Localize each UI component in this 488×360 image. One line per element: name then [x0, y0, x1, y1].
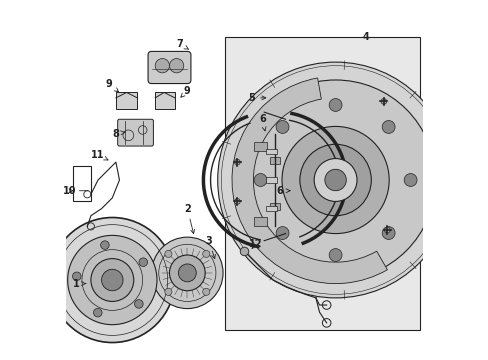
- Circle shape: [254, 174, 266, 186]
- Circle shape: [134, 300, 143, 308]
- Circle shape: [234, 159, 240, 165]
- Circle shape: [50, 217, 175, 342]
- Text: 9: 9: [105, 78, 118, 92]
- Circle shape: [102, 269, 123, 291]
- Text: 8: 8: [112, 129, 125, 139]
- Bar: [254, 141, 266, 150]
- Circle shape: [203, 288, 209, 296]
- Text: 6: 6: [259, 114, 265, 131]
- Text: 2: 2: [183, 203, 194, 234]
- Text: 7: 7: [177, 39, 188, 49]
- Circle shape: [240, 247, 248, 256]
- Wedge shape: [231, 78, 386, 284]
- FancyBboxPatch shape: [118, 119, 153, 146]
- Circle shape: [382, 121, 394, 134]
- Text: 5: 5: [248, 93, 265, 103]
- Bar: [254, 217, 266, 226]
- Circle shape: [139, 258, 147, 266]
- Bar: [265, 177, 276, 183]
- Circle shape: [164, 288, 172, 296]
- Text: 12: 12: [248, 239, 262, 249]
- Bar: [269, 203, 280, 210]
- Circle shape: [380, 99, 386, 104]
- Text: 4: 4: [362, 32, 368, 42]
- Text: 10: 10: [62, 186, 76, 196]
- Circle shape: [328, 249, 341, 261]
- FancyBboxPatch shape: [148, 51, 190, 84]
- Bar: [73, 166, 91, 202]
- Circle shape: [178, 264, 196, 282]
- Bar: [155, 93, 175, 109]
- Circle shape: [276, 121, 288, 134]
- Bar: [265, 206, 276, 211]
- Circle shape: [72, 272, 81, 280]
- Circle shape: [382, 226, 394, 239]
- Circle shape: [151, 237, 223, 309]
- Text: 9: 9: [181, 86, 190, 97]
- Circle shape: [164, 250, 172, 257]
- Circle shape: [282, 126, 388, 234]
- Circle shape: [299, 144, 370, 216]
- Text: 1: 1: [73, 279, 85, 289]
- Bar: [116, 93, 137, 109]
- Circle shape: [217, 62, 452, 298]
- Circle shape: [313, 158, 356, 202]
- Circle shape: [276, 226, 288, 239]
- Text: 3: 3: [205, 236, 215, 258]
- Circle shape: [203, 250, 209, 257]
- Circle shape: [328, 99, 341, 111]
- Circle shape: [384, 227, 389, 233]
- FancyBboxPatch shape: [224, 37, 419, 330]
- Circle shape: [101, 241, 109, 249]
- Circle shape: [324, 169, 346, 191]
- Text: 11: 11: [91, 150, 108, 160]
- Circle shape: [234, 199, 240, 204]
- Circle shape: [67, 235, 157, 325]
- Circle shape: [235, 80, 435, 280]
- Circle shape: [169, 59, 183, 73]
- Circle shape: [155, 59, 169, 73]
- Bar: [269, 157, 280, 164]
- Circle shape: [93, 309, 102, 317]
- Text: 6: 6: [276, 186, 289, 196]
- Circle shape: [169, 255, 205, 291]
- Bar: [265, 149, 276, 154]
- Circle shape: [91, 258, 134, 301]
- Circle shape: [404, 174, 416, 186]
